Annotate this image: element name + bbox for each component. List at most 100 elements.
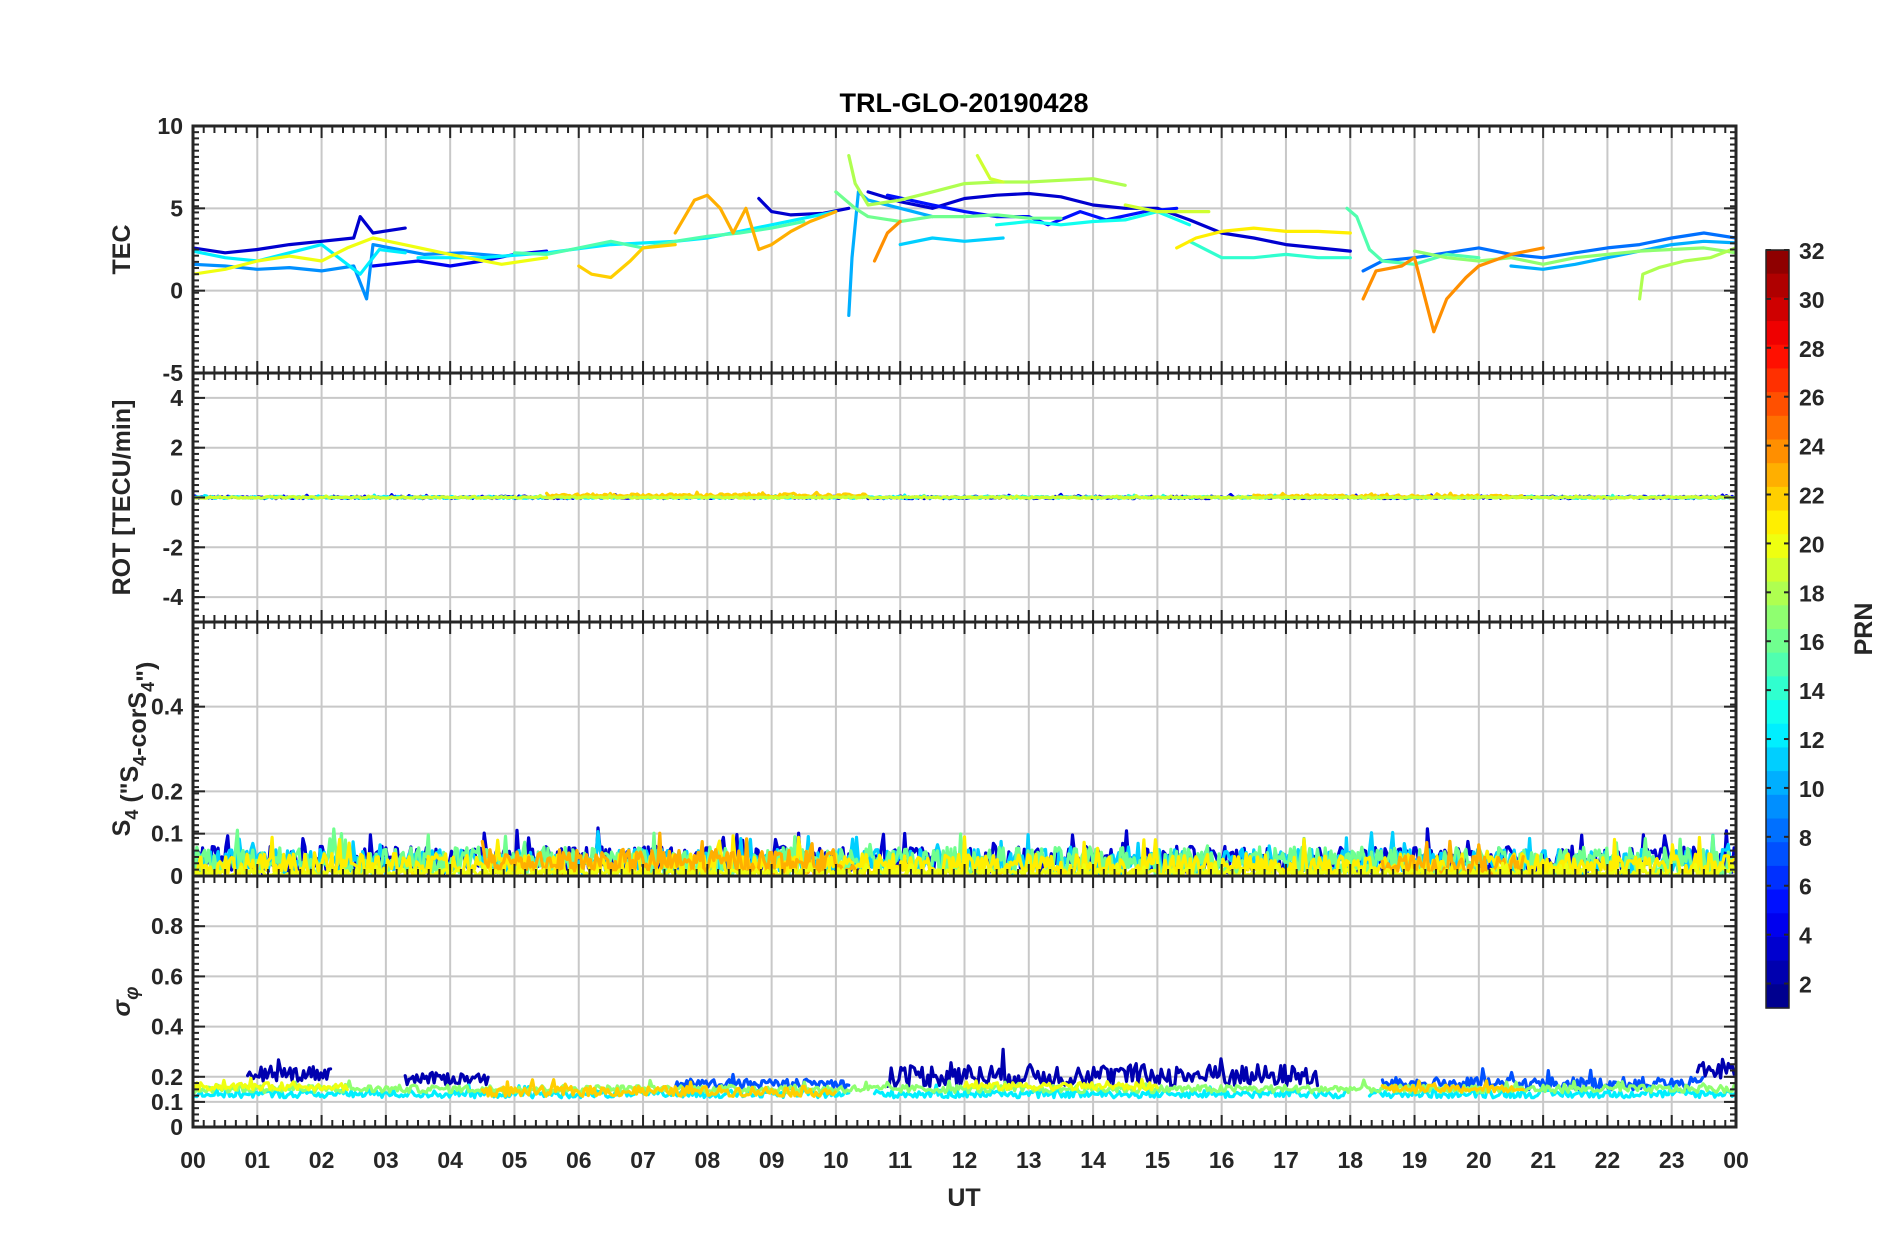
series-line-prn-22 (1252, 491, 1524, 499)
y-tick-label: 0.2 (151, 778, 183, 804)
colorbar-tick-label: 6 (1799, 874, 1812, 900)
colorbar-tick-label: 16 (1799, 629, 1825, 655)
series-line-prn-18 (847, 154, 1127, 207)
colorbar-swatch (1766, 486, 1789, 512)
y-axis-label-subscript: φ (122, 987, 143, 1000)
y-tick-label: 10 (157, 113, 183, 139)
y-tick-label: 5 (170, 195, 183, 221)
colorbar-swatch (1766, 794, 1789, 820)
x-tick-label: 15 (1145, 1147, 1171, 1173)
colorbar-swatch (1766, 865, 1789, 891)
traces (193, 1047, 1736, 1100)
colorbar-swatch (1766, 368, 1789, 393)
colorbar-tick-label: 4 (1799, 923, 1812, 949)
chart-title: TRL-GLO-20190428 (839, 88, 1088, 118)
series-line-prn-20 (193, 1076, 349, 1092)
colorbar-tick-label: 18 (1799, 580, 1825, 606)
series-line-prn-24 (1361, 246, 1545, 334)
x-tick-label: 10 (823, 1147, 849, 1173)
series-line-prn-16 (834, 190, 1063, 224)
series-line-prn-15 (1345, 206, 1481, 266)
x-tick-label: 09 (759, 1147, 785, 1173)
x-tick-label: 08 (695, 1147, 721, 1173)
series-line-prn-15 (512, 219, 806, 256)
series-line-prn-20 (193, 236, 549, 276)
y-tick-label: 0.1 (151, 1089, 183, 1115)
x-axis: 00 01 02 03 04 05 06 07 08 09 10 11 12 13 14 15 16 17 18 19… (180, 1147, 1749, 1173)
x-axis-label: UT (947, 1184, 980, 1212)
x-tick-label: 17 (1273, 1147, 1299, 1173)
y-axis-label-subscript: 4 (138, 682, 158, 692)
colorbar-tick-label: 26 (1799, 385, 1825, 411)
colorbar-swatch (1766, 723, 1789, 749)
y-axis-label-part: S (108, 820, 136, 837)
x-tick-label: 05 (502, 1147, 528, 1173)
x-tick-label: 19 (1402, 1147, 1428, 1173)
colorbar-tick-label: 22 (1799, 483, 1825, 509)
x-tick-label: 18 (1337, 1147, 1363, 1173)
y-axis-label-subscript: 4 (130, 756, 150, 766)
colorbar-swatch (1766, 889, 1789, 914)
series-line-prn-22 (577, 243, 677, 280)
colorbar-frame (1765, 249, 1790, 1009)
series-line-prn-22 (1380, 1079, 1525, 1095)
x-tick-label: 07 (630, 1147, 656, 1173)
y-axis-label-part: ("S (116, 766, 144, 810)
colorbar-swatch (1766, 321, 1789, 346)
y-axis-label: S4 ("S4-corS4") (108, 662, 160, 837)
series-line-prn-19 (1123, 203, 1211, 214)
traces (193, 154, 1736, 334)
y-axis-label-part: σ (108, 998, 136, 1016)
colorbar-label: PRN (1850, 603, 1878, 656)
colorbar-swatch (1766, 676, 1789, 701)
ticks (192, 125, 1737, 374)
colorbar-tick-label: 32 (1799, 238, 1825, 264)
y-tick-label: 0 (170, 485, 183, 511)
colorbar-swatch (1766, 344, 1789, 370)
series-line-prn-23 (1380, 839, 1525, 876)
x-tick-label: 00 (180, 1147, 206, 1173)
y-tick-label: 0 (170, 1114, 183, 1140)
x-tick-label: 13 (1016, 1147, 1042, 1173)
series-line-prn-21 (1175, 226, 1352, 250)
y-tick-label: 2 (170, 435, 183, 461)
colorbar-swatch (1766, 960, 1789, 985)
colorbar-swatch (1766, 439, 1789, 464)
series-line-prn-7 (673, 1072, 851, 1091)
series-line-prn-3 (193, 215, 407, 255)
x-tick-label: 06 (566, 1147, 592, 1173)
series-line-prn-12 (193, 243, 407, 276)
x-tick-label: 22 (1595, 1147, 1621, 1173)
y-axis-label-part: -corS (124, 692, 152, 756)
x-tick-label: 04 (437, 1147, 463, 1173)
colorbar-swatch (1766, 747, 1789, 772)
y-tick-label: 0.4 (151, 694, 183, 720)
x-tick-label: 00 (1723, 1147, 1749, 1173)
colorbar-swatch (1766, 842, 1789, 867)
colorbar-tick-label: 12 (1799, 727, 1825, 753)
colorbar-swatch (1766, 581, 1789, 606)
colorbar-swatch (1766, 818, 1789, 843)
series-line-prn-19 (193, 494, 1736, 500)
y-axis-label-subscript: 4 (122, 810, 142, 820)
colorbar-tick-label: 20 (1799, 531, 1825, 557)
panel-sigma_phi: 00.10.2 0.4 0.6 0.8 σφ (108, 874, 1738, 1140)
series-line-prn-12 (1367, 1083, 1736, 1100)
colorbar-swatch (1766, 605, 1789, 630)
colorbar-swatch (1766, 913, 1789, 938)
y-tick-label: 0 (170, 863, 183, 889)
colorbar-swatch (1766, 534, 1789, 559)
colorbar-swatch (1766, 250, 1789, 275)
colorbar-tick-label: 14 (1799, 678, 1825, 704)
series-line-prn-2 (1695, 1057, 1736, 1080)
colorbar-swatch (1766, 510, 1789, 535)
x-tick-label: 01 (244, 1147, 270, 1173)
series-line-prn-11 (898, 236, 1005, 247)
colorbar-tick-label: 24 (1799, 434, 1825, 460)
colorbar-swatch (1766, 415, 1789, 441)
y-tick-label: -5 (163, 360, 184, 386)
series-line-prn-24 (872, 219, 902, 263)
y-tick-label: 0.6 (151, 963, 183, 989)
